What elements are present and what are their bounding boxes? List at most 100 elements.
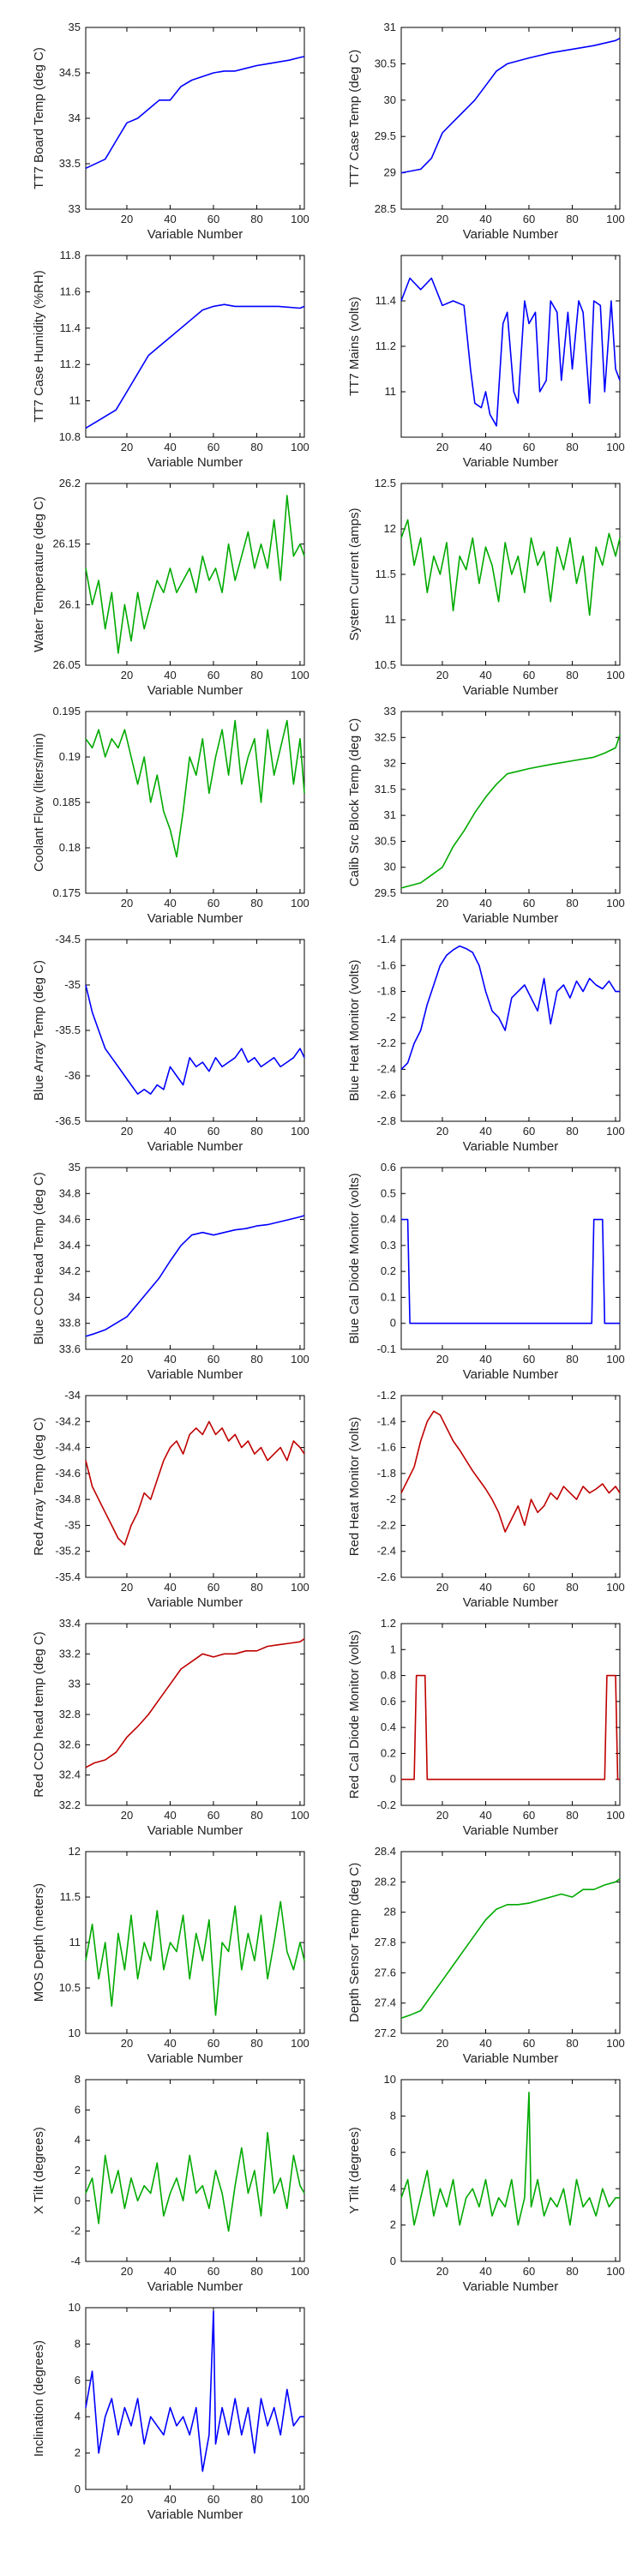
y-tick-label: 0.2: [381, 1746, 396, 1759]
y-tick-label: 28.4: [375, 1845, 396, 1858]
x-tick-label: 20: [121, 1125, 133, 1138]
y-tick-label: 2: [75, 2164, 81, 2177]
y-tick-label: 30: [384, 861, 396, 874]
y-tick-label: 6: [390, 2146, 396, 2159]
x-tick-label: 40: [164, 1809, 176, 1822]
x-axis-label: Variable Number: [463, 1367, 558, 1382]
x-axis-label: Variable Number: [463, 911, 558, 926]
y-tick-label: 11: [385, 385, 397, 398]
x-tick-label: 20: [121, 441, 133, 453]
y-tick-label: 0.3: [381, 1239, 396, 1252]
x-tick-label: 60: [523, 1809, 535, 1822]
y-axis-label: Calib Src Block Temp (deg C): [347, 718, 362, 886]
x-tick-label: 100: [291, 1581, 309, 1594]
y-tick-label: 10: [384, 2073, 396, 2086]
x-tick-label: 60: [523, 1353, 535, 1366]
series-line: [85, 984, 305, 1095]
chart-panel-7: 20 40 60 80 100 29.5 30 30.5 31 31.5 32 32.5 33 Varia…: [347, 705, 625, 926]
x-tick-label: 20: [121, 1581, 133, 1594]
x-tick-label: 20: [121, 2493, 133, 2506]
y-tick-label: -0.1: [377, 1342, 396, 1355]
y-axis-label: TT7 Case Humidity (%RH): [32, 270, 46, 423]
y-tick-label: 0.6: [381, 1695, 396, 1708]
x-tick-label: 100: [291, 1353, 309, 1366]
x-axis-label: Variable Number: [147, 2051, 243, 2066]
x-tick-label: 80: [566, 2265, 578, 2278]
x-tick-label: 20: [436, 2265, 448, 2278]
x-axis-label: Variable Number: [463, 455, 558, 470]
series-line: [85, 1900, 305, 2016]
x-tick-label: 40: [164, 1353, 176, 1366]
y-tick-label: -2: [70, 2225, 81, 2237]
series-line: [400, 735, 621, 889]
y-tick-label: 11: [385, 613, 397, 626]
plot-area: [85, 27, 305, 210]
chart-panel-18: 20 40 60 80 100 -4 -2 0 2 4 6 8 Variable Number X Til…: [32, 2073, 309, 2294]
x-tick-label: 40: [164, 2265, 176, 2278]
y-tick-label: -1.6: [377, 1441, 396, 1454]
x-tick-label: 60: [207, 2265, 219, 2278]
y-axis-label: Blue Cal Diode Monitor (volts): [347, 1173, 362, 1343]
series-line: [400, 277, 621, 427]
x-tick-label: 100: [291, 2265, 309, 2278]
x-tick-label: 40: [164, 441, 176, 453]
y-tick-label: 30: [384, 93, 396, 106]
x-tick-label: 100: [606, 1581, 625, 1594]
y-axis-label: Y Tilt (degrees): [347, 2127, 362, 2213]
x-tick-label: 80: [250, 2493, 262, 2506]
x-tick-label: 60: [207, 1125, 219, 1138]
x-tick-label: 40: [479, 897, 491, 910]
series-line: [85, 1638, 305, 1768]
y-tick-label: 34.4: [59, 1239, 81, 1252]
x-tick-label: 80: [250, 1581, 262, 1594]
chart-panel-5: 20 40 60 80 100 10.5 11 11.5 12 12.5 Variable Numb…: [347, 477, 625, 698]
x-tick-label: 60: [523, 2265, 535, 2278]
y-tick-label: 0.1: [381, 1290, 396, 1303]
y-tick-label: 11.2: [376, 339, 396, 352]
x-tick-label: 80: [250, 1809, 262, 1822]
y-tick-label: 32.6: [59, 1738, 81, 1750]
x-tick-label: 60: [207, 2037, 219, 2050]
y-tick-label: 33.2: [59, 1647, 81, 1660]
plot-area: [400, 2079, 621, 2262]
plot-area: [400, 1395, 621, 1578]
x-tick-label: 60: [523, 441, 535, 453]
x-axis-label: Variable Number: [463, 1139, 558, 1154]
y-tick-label: -36.5: [55, 1114, 81, 1127]
y-axis-label: Water Temperature (deg C): [32, 496, 46, 652]
y-tick-label: 35: [69, 1161, 81, 1174]
y-tick-label: 0: [75, 2483, 81, 2495]
y-tick-label: 11.4: [60, 321, 81, 334]
x-axis-label: Variable Number: [463, 1823, 558, 1838]
y-tick-label: 11: [69, 1936, 81, 1949]
y-tick-label: 6: [75, 2103, 81, 2116]
series-line: [400, 1410, 621, 1533]
y-tick-label: -34.8: [55, 1492, 81, 1505]
x-axis-label: Variable Number: [147, 911, 243, 926]
plot-area: [85, 939, 305, 1122]
x-tick-label: 100: [606, 897, 625, 910]
y-tick-label: -35.5: [55, 1024, 81, 1036]
x-tick-label: 20: [436, 897, 448, 910]
y-tick-label: 0.195: [52, 705, 81, 718]
x-tick-label: 20: [121, 2037, 133, 2050]
plot-area: [85, 1167, 305, 1350]
plot-area: [85, 1395, 305, 1578]
y-tick-label: 2: [75, 2447, 81, 2459]
y-tick-label: 32.8: [59, 1708, 81, 1720]
y-tick-label: 34.8: [59, 1186, 81, 1199]
x-axis-label: Variable Number: [463, 2051, 558, 2066]
y-tick-label: 0.18: [59, 841, 81, 854]
x-tick-label: 20: [436, 1125, 448, 1138]
y-axis-label: Blue Heat Monitor (volts): [347, 959, 362, 1101]
x-tick-label: 80: [566, 441, 578, 453]
x-axis-label: Variable Number: [463, 1595, 558, 1610]
y-tick-label: 0.6: [381, 1161, 396, 1174]
chart-panel-17: 20 40 60 80 100 27.2 27.4 27.6 27.8 28 28.2 28.4 Var…: [347, 1845, 625, 2066]
x-tick-label: 80: [566, 2037, 578, 2050]
x-tick-label: 60: [523, 1581, 535, 1594]
y-tick-label: 0.5: [381, 1186, 396, 1199]
series-line: [85, 495, 305, 654]
x-tick-label: 80: [566, 1125, 578, 1138]
x-tick-label: 40: [164, 213, 176, 225]
